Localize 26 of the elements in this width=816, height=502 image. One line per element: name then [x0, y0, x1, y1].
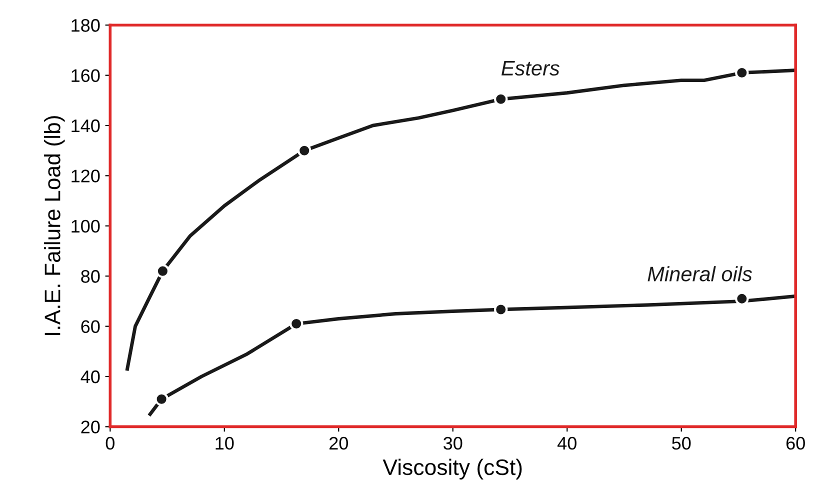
y-tick-label: 160: [72, 69, 100, 82]
y-tick-label: 180: [72, 19, 100, 32]
series-label: Mineral oils: [648, 266, 752, 282]
y-tick-label: 60: [81, 320, 100, 334]
y-tick-label: 100: [72, 220, 100, 233]
series-label: Esters: [502, 61, 560, 76]
line-series: [148, 294, 796, 416]
x-tick-label: 40: [557, 436, 576, 450]
x-axis-title: Viscosity (cSt): [382, 458, 522, 480]
point: [298, 144, 312, 158]
x-tick-label: 0: [106, 436, 114, 450]
x-tick-label: 20: [330, 436, 348, 450]
x-tick-label: 60: [786, 436, 805, 450]
point: [494, 92, 508, 106]
point: [156, 264, 170, 278]
point: [494, 302, 508, 316]
y-tick-label: 40: [80, 370, 100, 384]
x-tick-label: 10: [216, 436, 234, 450]
y-tick-label: 120: [72, 170, 100, 182]
y-tick-label: 140: [72, 119, 100, 132]
y-tick-label: 80: [81, 270, 100, 283]
x-tick-label: 30: [444, 436, 462, 450]
point: [154, 392, 168, 406]
x-tick-label: 50: [672, 436, 691, 450]
y-axis-title: I.A.E. Failure Load (lb): [44, 116, 65, 335]
y-tick-label: 20: [81, 420, 100, 434]
